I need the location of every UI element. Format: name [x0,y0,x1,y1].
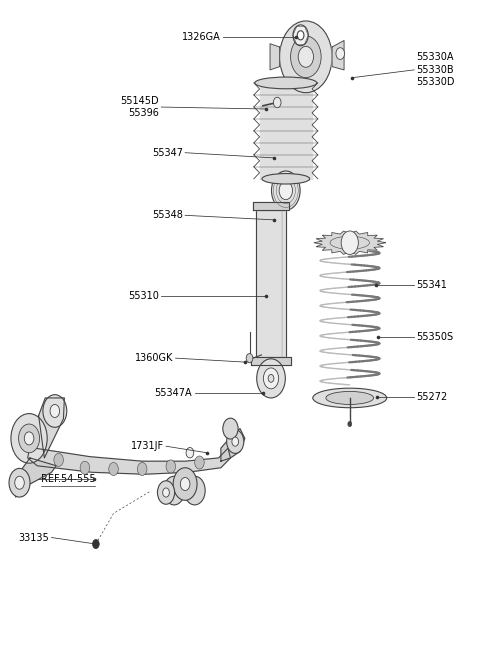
Circle shape [180,477,190,491]
Polygon shape [270,44,280,70]
Polygon shape [38,398,64,458]
Circle shape [297,31,304,40]
Polygon shape [256,210,286,357]
Circle shape [257,359,285,398]
Polygon shape [314,231,385,254]
Text: 55272: 55272 [417,392,448,402]
Polygon shape [332,41,344,70]
Text: 33135: 33135 [18,533,49,542]
Circle shape [336,48,345,60]
Circle shape [293,25,308,46]
Polygon shape [260,83,312,179]
Text: 55341: 55341 [417,280,447,290]
Circle shape [195,456,204,469]
Circle shape [166,460,176,473]
Ellipse shape [313,388,387,407]
Text: 55330A
55330B
55330D: 55330A 55330B 55330D [417,52,455,87]
Text: 55348: 55348 [152,210,183,220]
Circle shape [164,476,185,505]
Circle shape [109,462,118,476]
Circle shape [290,36,321,78]
Text: 1731JF: 1731JF [131,441,164,451]
Circle shape [173,468,197,500]
Text: 55347A: 55347A [155,388,192,398]
Circle shape [348,421,352,426]
Text: 55347: 55347 [152,148,183,158]
Text: 1326GA: 1326GA [182,32,221,43]
Text: REF.54-555: REF.54-555 [40,474,95,484]
Circle shape [274,97,281,107]
Circle shape [272,171,300,210]
Text: 1360GK: 1360GK [135,353,173,363]
Text: 55145D
55396: 55145D 55396 [120,96,159,119]
Text: 55350S: 55350S [417,332,454,343]
Circle shape [11,413,47,463]
Circle shape [223,418,238,439]
Circle shape [93,540,99,549]
Circle shape [279,181,292,200]
Circle shape [157,481,175,504]
Circle shape [163,488,169,497]
Circle shape [80,461,90,474]
Circle shape [43,395,67,427]
Text: 55310: 55310 [128,291,159,301]
Ellipse shape [262,174,310,184]
Circle shape [9,468,30,497]
Ellipse shape [255,77,317,89]
Circle shape [264,368,279,389]
Polygon shape [251,357,291,365]
Circle shape [280,21,332,93]
Circle shape [24,432,34,445]
Polygon shape [13,458,56,497]
Circle shape [50,404,60,417]
Circle shape [298,47,313,67]
Circle shape [186,447,194,458]
Circle shape [268,375,274,383]
Circle shape [54,453,63,466]
Circle shape [341,231,359,254]
Circle shape [227,430,244,453]
Polygon shape [221,428,245,461]
Circle shape [137,462,147,476]
Circle shape [246,354,253,363]
Circle shape [19,424,39,453]
Circle shape [184,476,205,505]
Polygon shape [253,202,289,210]
Ellipse shape [326,392,373,404]
Circle shape [232,437,239,446]
Circle shape [15,476,24,489]
Polygon shape [28,446,230,474]
